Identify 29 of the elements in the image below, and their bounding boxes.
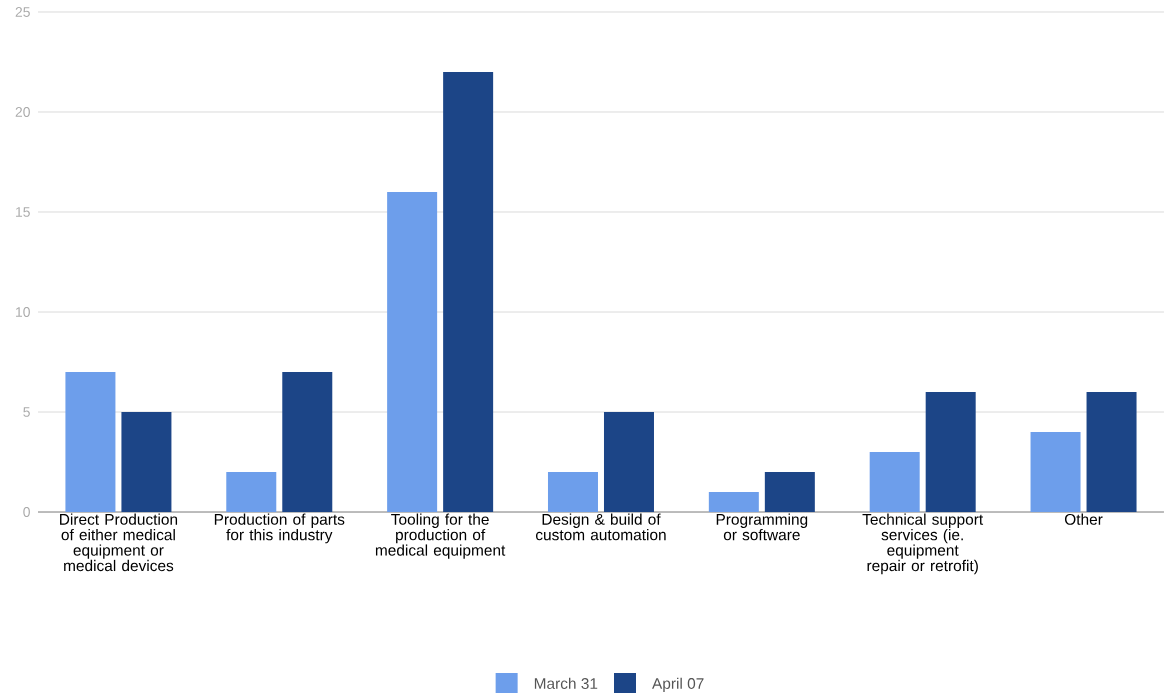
x-tick-label: Technical support services (ie. equipment repair or retrofit): [862, 513, 984, 575]
bar: [65, 372, 116, 512]
bar: [708, 492, 759, 512]
bar: [764, 472, 815, 512]
bar: [387, 192, 438, 512]
y-tick-label: 15: [16, 207, 30, 217]
bar: [443, 72, 494, 512]
legend-label: March 31: [534, 677, 598, 689]
bar: [121, 412, 172, 512]
y-tick-label: 25: [15, 7, 30, 17]
bar: [603, 412, 654, 512]
x-tick-label: Programming or software: [716, 513, 808, 541]
bar: [869, 452, 920, 512]
y-tick-label: 20: [15, 107, 30, 117]
y-tick-label: 0: [23, 507, 30, 517]
x-tick-label: Production of parts for this industry: [214, 513, 345, 544]
bar: [925, 392, 976, 512]
bar: [282, 372, 333, 512]
bar: [547, 472, 598, 512]
x-tick-label: Other: [1064, 513, 1103, 525]
y-tick-label: 5: [23, 407, 30, 417]
bar: [1030, 432, 1081, 512]
legend-label: April 07: [652, 677, 704, 693]
bar: [226, 472, 277, 512]
x-tick-label: Design & build of custom automation: [535, 513, 666, 541]
x-tick-label: Direct Production of either medical equipment or medical devices: [60, 513, 178, 572]
bar: [1086, 392, 1137, 512]
y-tick-label: 10: [16, 307, 30, 317]
x-tick-label: Tooling for the production of medical equipment: [375, 513, 506, 559]
